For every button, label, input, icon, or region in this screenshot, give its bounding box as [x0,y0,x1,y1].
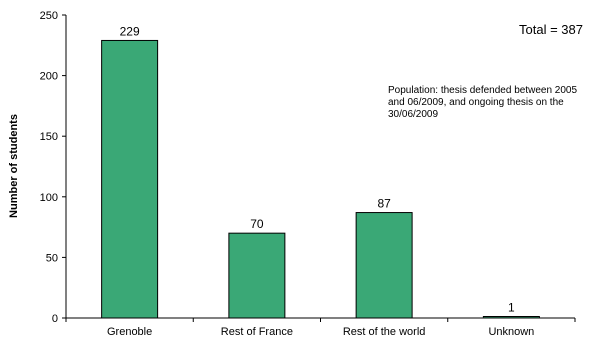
data-label: 229 [120,24,140,38]
labels: 229 Grenoble 70 Rest of France 87 Rest of the… [107,24,534,338]
category-label: Unknown [488,326,534,338]
bars [101,39,540,319]
data-label: 87 [377,197,391,211]
note-line: Population: thesis defended between 2005 [388,85,577,96]
category-label: Rest of the world [343,326,426,338]
data-label: 70 [250,217,264,231]
bar-unknown [482,316,540,319]
note-line: and 06/2009, and ongoing thesis on the [388,97,564,108]
y-tick-label: 100 [40,192,58,204]
y-tick-label: 150 [40,131,58,143]
note-line: 30/06/2009 [388,109,438,120]
total-annotation: Total = 387 [519,22,583,37]
category-label: Rest of France [221,326,293,338]
y-axis-label: Number of students [8,114,20,218]
y-tick-label: 200 [40,71,58,83]
bar-grenoble [101,39,159,319]
category-label: Grenoble [107,326,152,338]
bar-rest-of-france [228,232,286,319]
y-tick-label: 250 [40,10,58,22]
y-tick-label: 50 [46,252,58,264]
data-label: 1 [508,301,515,315]
bar-rest-of-the-world [355,212,413,319]
population-note: Population: thesis defended between 2005… [388,85,577,120]
y-tick-label: 0 [52,313,58,325]
